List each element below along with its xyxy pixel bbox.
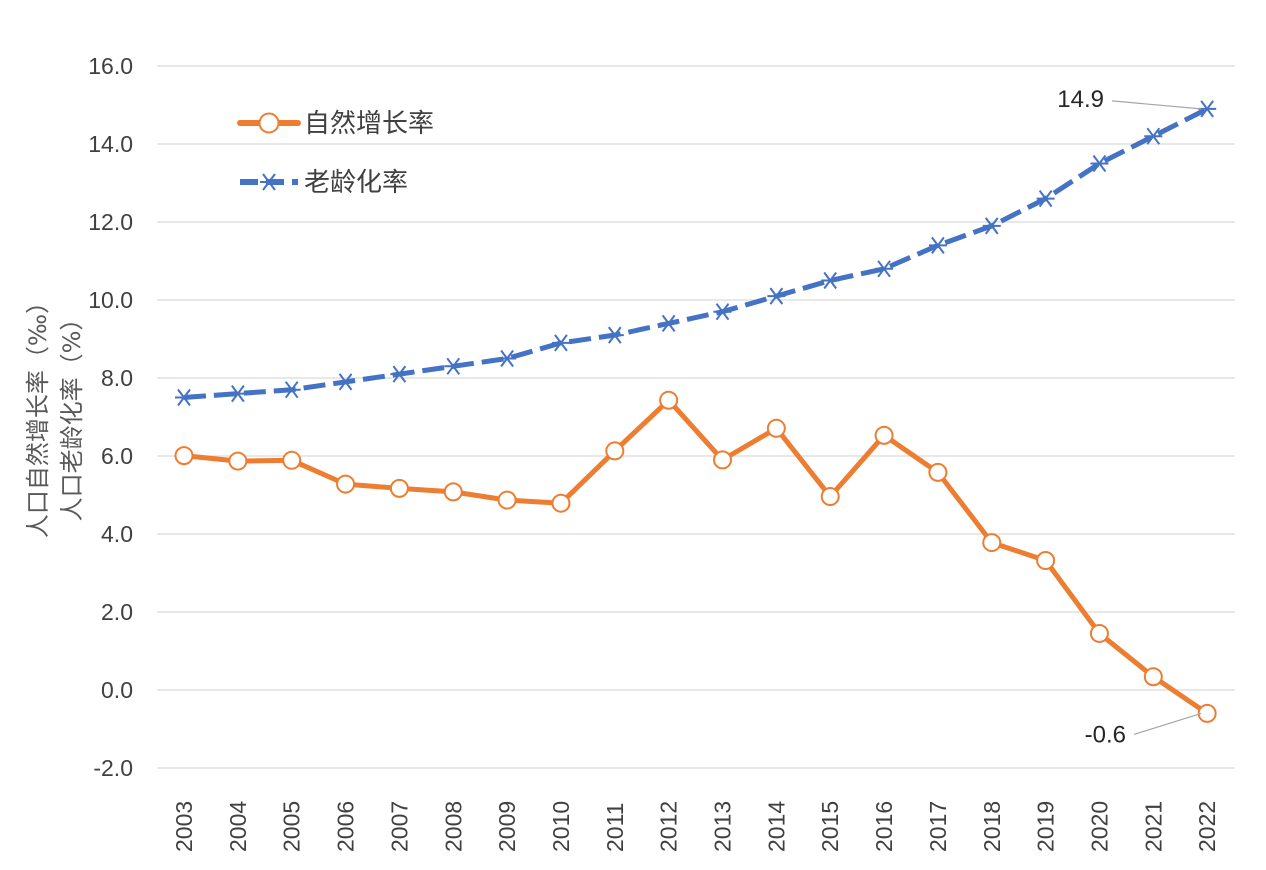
series-markers xyxy=(174,100,1217,723)
x-tick-label: 2014 xyxy=(763,801,789,852)
data-point-aging-rate xyxy=(713,303,732,321)
x-axis-tick-labels: 2003 2004 2005 2006 2007 2008 2009 2010 2011 2012… xyxy=(171,801,1220,852)
y-tick-label: 6.0 xyxy=(101,443,133,469)
data-point-natural-growth xyxy=(1143,667,1163,687)
x-tick-label: 2015 xyxy=(817,801,843,852)
data-point-natural-growth xyxy=(282,450,302,470)
x-tick-label: 2017 xyxy=(925,801,951,852)
annotation-2022-natural-growth: -0.6 xyxy=(1085,712,1202,748)
x-tick-label: 2022 xyxy=(1194,801,1220,852)
y-tick-label: 0.0 xyxy=(101,677,133,703)
y-axis-title: 人口自然增长率（‰） 人口老龄化率（%） xyxy=(24,290,86,538)
y-tick-label: 8.0 xyxy=(101,365,133,391)
x-tick-label: 2018 xyxy=(979,801,1005,852)
x-tick-label: 2005 xyxy=(279,801,305,852)
annotation-leader-line xyxy=(1133,712,1202,735)
data-point-aging-rate xyxy=(928,236,947,254)
data-point-aging-rate xyxy=(1090,154,1109,173)
x-tick-label: 2021 xyxy=(1140,801,1166,852)
data-point-aging-rate xyxy=(982,217,1001,235)
data-point-aging-rate xyxy=(1144,127,1163,145)
data-point-natural-growth xyxy=(443,482,463,502)
data-point-aging-rate xyxy=(498,349,517,368)
data-point-natural-growth xyxy=(605,441,625,461)
data-point-natural-growth xyxy=(713,450,732,470)
x-tick-label: 2012 xyxy=(656,801,682,852)
data-point-natural-growth xyxy=(874,425,894,445)
data-point-natural-growth xyxy=(928,462,948,482)
y-axis-title-line-2: 人口老龄化率（%） xyxy=(58,307,86,522)
data-point-natural-growth xyxy=(820,487,840,507)
data-point-aging-rate xyxy=(336,373,355,391)
annotation-leader-line xyxy=(1111,100,1202,110)
gridlines xyxy=(157,65,1235,769)
data-point-natural-growth xyxy=(982,533,1002,553)
x-tick-label: 2007 xyxy=(386,801,412,852)
x-tick-label: 2011 xyxy=(602,803,628,852)
legend-marker-aging-rate xyxy=(260,173,278,191)
x-tick-label: 2020 xyxy=(1086,801,1112,852)
y-tick-label: 2.0 xyxy=(101,599,133,625)
data-point-natural-growth xyxy=(551,493,571,513)
data-point-aging-rate xyxy=(1036,190,1055,208)
series-line-aging-rate xyxy=(183,106,1209,400)
legend-item-aging-rate: 老龄化率 xyxy=(240,168,408,198)
x-tick-label: 2004 xyxy=(225,801,251,852)
y-tick-label: 12.0 xyxy=(88,209,133,235)
annotation-label: -0.6 xyxy=(1085,721,1126,748)
legend-marker-natural-growth xyxy=(258,112,280,134)
x-tick-label: 2009 xyxy=(494,801,520,852)
data-point-natural-growth xyxy=(1036,551,1056,571)
data-point-natural-growth xyxy=(389,478,409,498)
x-tick-label: 2019 xyxy=(1033,801,1059,852)
y-tick-label: -2.0 xyxy=(93,755,133,781)
legend-label-natural-growth: 自然增长率 xyxy=(304,109,434,139)
y-tick-label: 10.0 xyxy=(88,287,133,313)
y-tick-label: 14.0 xyxy=(88,131,133,157)
data-point-aging-rate xyxy=(659,314,678,332)
x-tick-label: 2016 xyxy=(871,801,897,852)
data-point-natural-growth xyxy=(766,418,786,438)
data-point-natural-growth xyxy=(336,474,356,494)
y-axis-title-line-1: 人口自然增长率（‰） xyxy=(24,290,52,538)
data-point-natural-growth xyxy=(1197,703,1217,723)
data-point-natural-growth xyxy=(174,446,194,466)
data-point-aging-rate xyxy=(875,260,894,278)
annotation-2022-aging-rate: 14.9 xyxy=(1057,86,1202,113)
y-tick-label: 16.0 xyxy=(88,53,133,79)
data-point-aging-rate xyxy=(767,287,786,305)
y-tick-label: 4.0 xyxy=(101,521,133,547)
legend: 自然增长率 老龄化率 xyxy=(237,109,434,198)
legend-label-aging-rate: 老龄化率 xyxy=(304,168,408,198)
data-point-aging-rate xyxy=(282,381,301,399)
data-annotations: 14.9 -0.6 xyxy=(1057,86,1202,748)
x-tick-label: 2008 xyxy=(440,801,466,852)
x-tick-label: 2010 xyxy=(548,801,574,852)
x-tick-label: 2006 xyxy=(333,801,359,852)
x-tick-label: 2013 xyxy=(710,801,736,852)
data-point-aging-rate xyxy=(228,385,247,403)
data-point-aging-rate xyxy=(390,365,409,383)
annotation-label: 14.9 xyxy=(1057,86,1104,113)
data-point-natural-growth xyxy=(497,490,517,510)
data-point-natural-growth xyxy=(659,390,679,410)
data-point-natural-growth xyxy=(228,451,248,471)
data-point-aging-rate xyxy=(175,388,193,407)
data-point-natural-growth xyxy=(1089,623,1109,643)
x-tick-label: 2003 xyxy=(171,801,197,852)
data-point-aging-rate xyxy=(821,271,840,290)
data-point-aging-rate xyxy=(551,334,570,352)
data-point-aging-rate xyxy=(444,357,463,375)
y-axis-tick-labels: 16.0 14.0 12.0 10.0 8.0 6.0 4.0 2.0 0.0 -2.0 xyxy=(88,53,133,781)
data-point-aging-rate xyxy=(605,326,624,344)
legend-item-natural-growth: 自然增长率 xyxy=(237,109,434,139)
